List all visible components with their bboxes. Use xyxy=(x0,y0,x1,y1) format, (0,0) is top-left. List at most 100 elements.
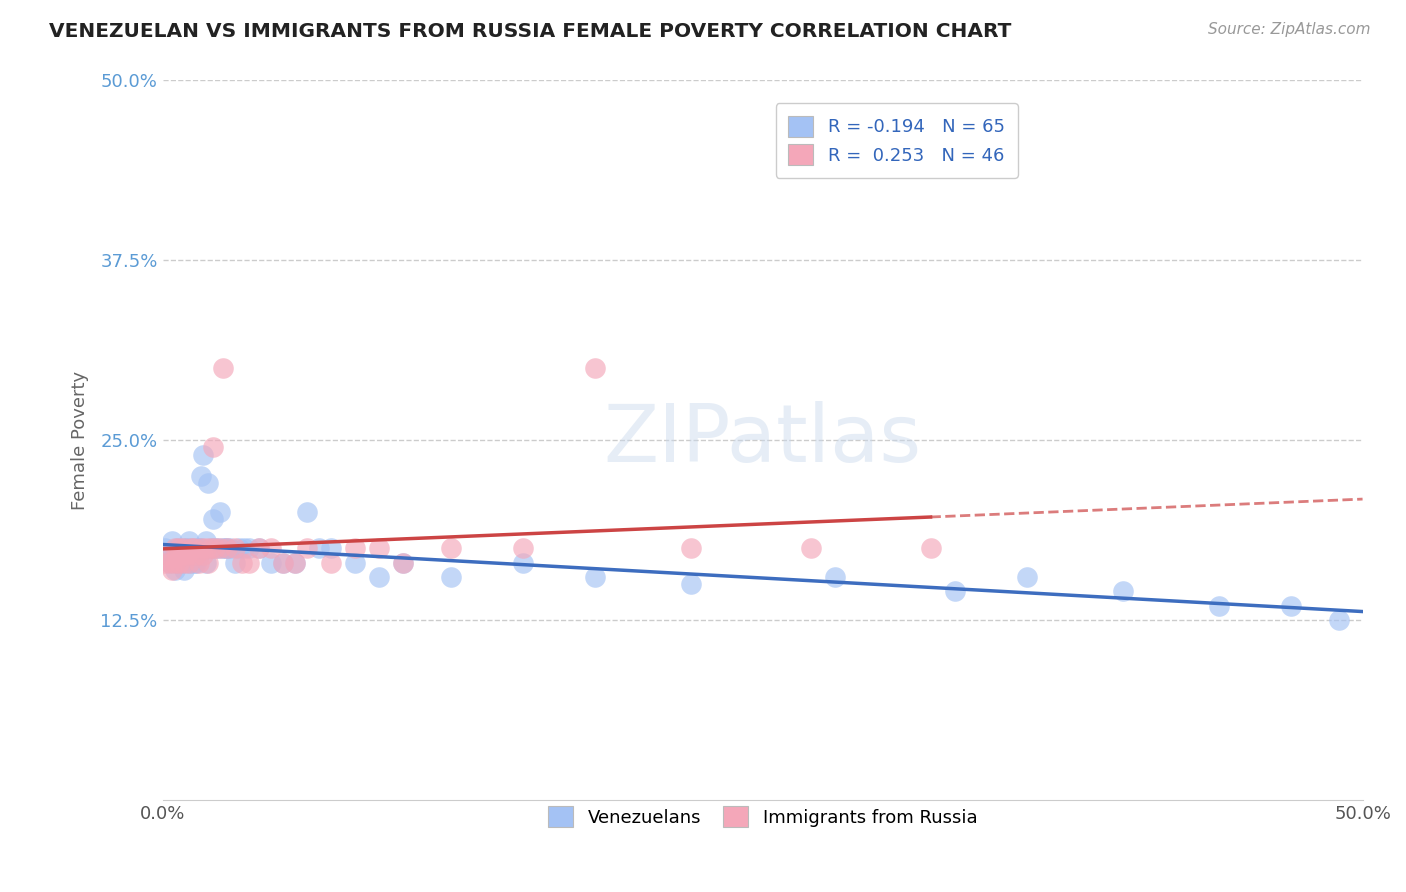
Point xyxy=(295,541,318,556)
Point xyxy=(209,541,232,556)
Point xyxy=(343,541,366,556)
Legend: Venezuelans, Immigrants from Russia: Venezuelans, Immigrants from Russia xyxy=(541,799,984,834)
Point xyxy=(156,549,179,563)
Point xyxy=(193,549,215,563)
Point xyxy=(259,541,281,556)
Y-axis label: Female Poverty: Female Poverty xyxy=(72,370,89,509)
Point xyxy=(194,533,217,548)
Point xyxy=(176,541,198,556)
Point xyxy=(170,549,193,563)
Point xyxy=(177,556,200,570)
Point xyxy=(183,549,205,563)
Point xyxy=(204,541,226,556)
Point xyxy=(183,541,205,556)
Point xyxy=(200,541,222,556)
Point xyxy=(186,541,208,556)
Point xyxy=(173,541,195,556)
Text: Source: ZipAtlas.com: Source: ZipAtlas.com xyxy=(1208,22,1371,37)
Point xyxy=(295,505,318,519)
Point xyxy=(170,556,193,570)
Point xyxy=(190,541,212,556)
Point xyxy=(679,577,702,591)
Point xyxy=(439,570,461,584)
Point xyxy=(156,549,179,563)
Point xyxy=(153,556,176,570)
Point xyxy=(367,541,389,556)
Point xyxy=(218,541,240,556)
Point xyxy=(224,541,246,556)
Point xyxy=(163,549,186,563)
Point xyxy=(943,584,966,599)
Point xyxy=(163,556,186,570)
Point xyxy=(247,541,270,556)
Point xyxy=(176,549,198,563)
Point xyxy=(187,556,209,570)
Text: VENEZUELAN VS IMMIGRANTS FROM RUSSIA FEMALE POVERTY CORRELATION CHART: VENEZUELAN VS IMMIGRANTS FROM RUSSIA FEM… xyxy=(49,22,1011,41)
Point xyxy=(166,541,188,556)
Point xyxy=(200,541,222,556)
Point xyxy=(153,541,176,556)
Text: ZIPatlas: ZIPatlas xyxy=(603,401,922,479)
Point xyxy=(204,541,226,556)
Point xyxy=(343,556,366,570)
Point xyxy=(209,505,232,519)
Point xyxy=(190,469,212,483)
Point xyxy=(284,556,307,570)
Point xyxy=(201,440,224,454)
Point xyxy=(211,541,233,556)
Point xyxy=(679,541,702,556)
Point xyxy=(177,556,200,570)
Point xyxy=(238,556,260,570)
Point xyxy=(1208,599,1230,613)
Point xyxy=(824,570,846,584)
Point xyxy=(163,563,186,577)
Point xyxy=(187,541,209,556)
Point xyxy=(176,549,198,563)
Point xyxy=(800,541,823,556)
Point xyxy=(319,541,342,556)
Point xyxy=(1327,613,1350,627)
Point xyxy=(439,541,461,556)
Point xyxy=(512,541,534,556)
Point xyxy=(160,563,183,577)
Point xyxy=(159,556,181,570)
Point xyxy=(173,563,195,577)
Point xyxy=(160,533,183,548)
Point xyxy=(197,476,219,491)
Point xyxy=(217,541,239,556)
Point xyxy=(231,556,253,570)
Point xyxy=(233,541,256,556)
Point xyxy=(583,570,606,584)
Point xyxy=(211,361,233,376)
Point xyxy=(228,541,250,556)
Point xyxy=(259,556,281,570)
Point xyxy=(177,533,200,548)
Point xyxy=(207,541,229,556)
Point xyxy=(1015,570,1038,584)
Point xyxy=(166,556,188,570)
Point xyxy=(194,556,217,570)
Point xyxy=(197,556,219,570)
Point xyxy=(217,541,239,556)
Point xyxy=(1279,599,1302,613)
Point xyxy=(1111,584,1133,599)
Point xyxy=(214,541,236,556)
Point xyxy=(173,556,195,570)
Point xyxy=(186,556,208,570)
Point xyxy=(391,556,413,570)
Point xyxy=(367,570,389,584)
Point xyxy=(238,541,260,556)
Point xyxy=(180,541,202,556)
Point xyxy=(224,556,246,570)
Point xyxy=(308,541,330,556)
Point xyxy=(512,556,534,570)
Point xyxy=(271,556,294,570)
Point xyxy=(183,556,205,570)
Point xyxy=(163,541,186,556)
Point xyxy=(186,549,208,563)
Point xyxy=(194,541,217,556)
Point xyxy=(391,556,413,570)
Point xyxy=(247,541,270,556)
Point xyxy=(201,512,224,526)
Point xyxy=(583,361,606,376)
